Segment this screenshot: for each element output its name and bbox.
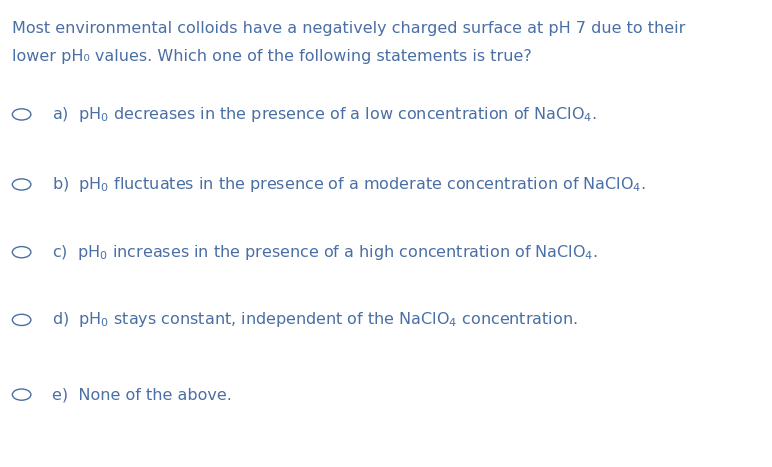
Text: lower pH₀ values. Which one of the following statements is true?: lower pH₀ values. Which one of the follo…: [12, 49, 531, 64]
Text: b)  pH$_0$ fluctuates in the presence of a moderate concentration of NaClO$_4$.: b) pH$_0$ fluctuates in the presence of …: [52, 175, 646, 194]
Text: c)  pH$_0$ increases in the presence of a high concentration of NaClO$_4$.: c) pH$_0$ increases in the presence of a…: [52, 243, 598, 262]
Text: a)  pH$_0$ decreases in the presence of a low concentration of NaClO$_4$.: a) pH$_0$ decreases in the presence of a…: [52, 105, 598, 124]
Text: e)  None of the above.: e) None of the above.: [52, 387, 232, 402]
Text: d)  pH$_0$ stays constant, independent of the NaClO$_4$ concentration.: d) pH$_0$ stays constant, independent of…: [52, 311, 578, 329]
Text: Most environmental colloids have a negatively charged surface at pH 7 due to the: Most environmental colloids have a negat…: [12, 21, 685, 36]
